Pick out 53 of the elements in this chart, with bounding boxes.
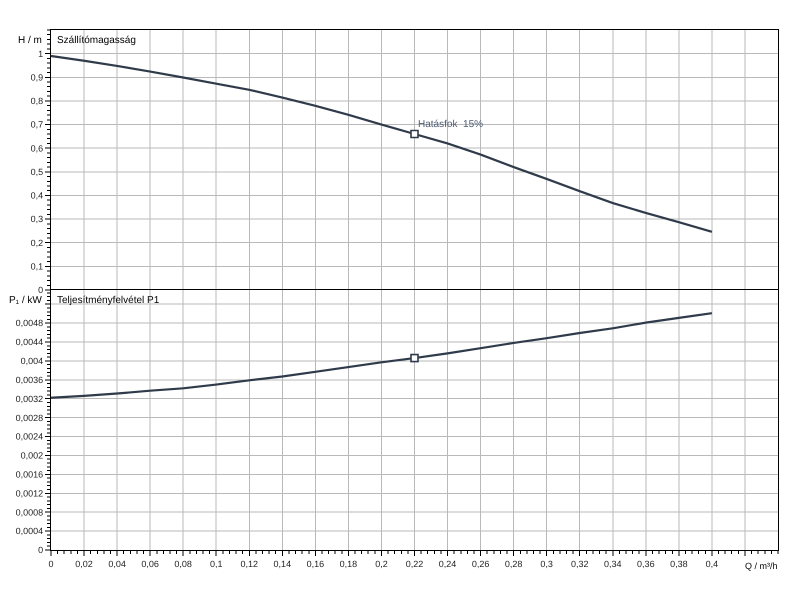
x-tick-label: 0,3 — [540, 558, 553, 569]
y-tick-label: 0,0012 — [16, 488, 44, 498]
x-tick-label: 0 — [48, 558, 54, 569]
y-tick-label: 0,004 — [20, 356, 44, 366]
line-series — [51, 54, 714, 233]
x-tick-label: 0,12 — [240, 558, 258, 569]
x-tick-label: 0,1 — [210, 558, 222, 569]
y-tick-label: 0,0016 — [16, 470, 44, 480]
x-tick-label: 0,24 — [438, 558, 456, 569]
y-tick-label: 1 — [38, 48, 44, 59]
x-tick-label: 0,04 — [108, 558, 126, 569]
y-tick-label: 0,0028 — [16, 412, 44, 423]
y-tick-label: 0,7 — [30, 120, 44, 130]
y-tick-label: 0,0032 — [16, 394, 44, 404]
x-tick-label: 0,02 — [75, 558, 93, 569]
y-tick-label: 0,5 — [30, 166, 44, 177]
y-tick-label: 0,9 — [30, 72, 44, 82]
y-tick-label: 0,3 — [30, 214, 44, 224]
x-tick-label: 0,28 — [504, 558, 522, 569]
y-tick-label: 0,8 — [30, 96, 44, 106]
x-tick-label: 0,32 — [570, 558, 588, 569]
x-tick-label: 0,4 — [706, 558, 718, 569]
y-tick-label: 0,0048 — [16, 318, 44, 328]
x-tick-label: 0,22 — [406, 558, 424, 569]
y-tick-label: 0,0008 — [16, 507, 44, 518]
x-tick-label: 0,2 — [375, 558, 388, 569]
x-tick-label: 0,06 — [141, 558, 159, 569]
y-axis-title: P₁ / kW — [9, 295, 42, 306]
y-tick-label: 0,0004 — [16, 526, 44, 536]
line-series — [51, 312, 714, 399]
y-tick-label: 0 — [38, 545, 44, 556]
y-tick-label: 0,0024 — [16, 432, 44, 442]
y-tick-label: 0,0036 — [16, 374, 44, 385]
x-tick-label: 0,18 — [340, 558, 358, 569]
y-tick-label: 0,002 — [20, 450, 44, 461]
y-tick-label: 0,0044 — [16, 337, 44, 348]
y-axis-title: H / m — [18, 35, 42, 46]
x-tick-label: 0,36 — [637, 558, 655, 569]
x-tick-label: 0,16 — [306, 558, 324, 569]
x-axis-title: Q / m³/h — [745, 561, 778, 571]
y-tick-label: 0 — [38, 285, 44, 296]
x-tick-label: 0,08 — [174, 558, 192, 569]
text: Teljesítményfelvétel P1 — [57, 295, 160, 306]
y-tick-label: 0,1 — [30, 262, 44, 272]
x-tick-label: 0,26 — [472, 558, 490, 569]
y-tick-label: 0,6 — [30, 143, 44, 154]
x-tick-label: 0,34 — [604, 558, 622, 569]
x-tick-label: 0,38 — [670, 558, 688, 569]
y-tick-label: 0,4 — [30, 190, 44, 201]
text: Szállítómagasság — [57, 35, 136, 46]
y-tick-label: 0,2 — [30, 238, 44, 248]
annotation: Hatásfok 15% — [418, 119, 484, 130]
x-tick-label: 0,14 — [274, 558, 292, 569]
